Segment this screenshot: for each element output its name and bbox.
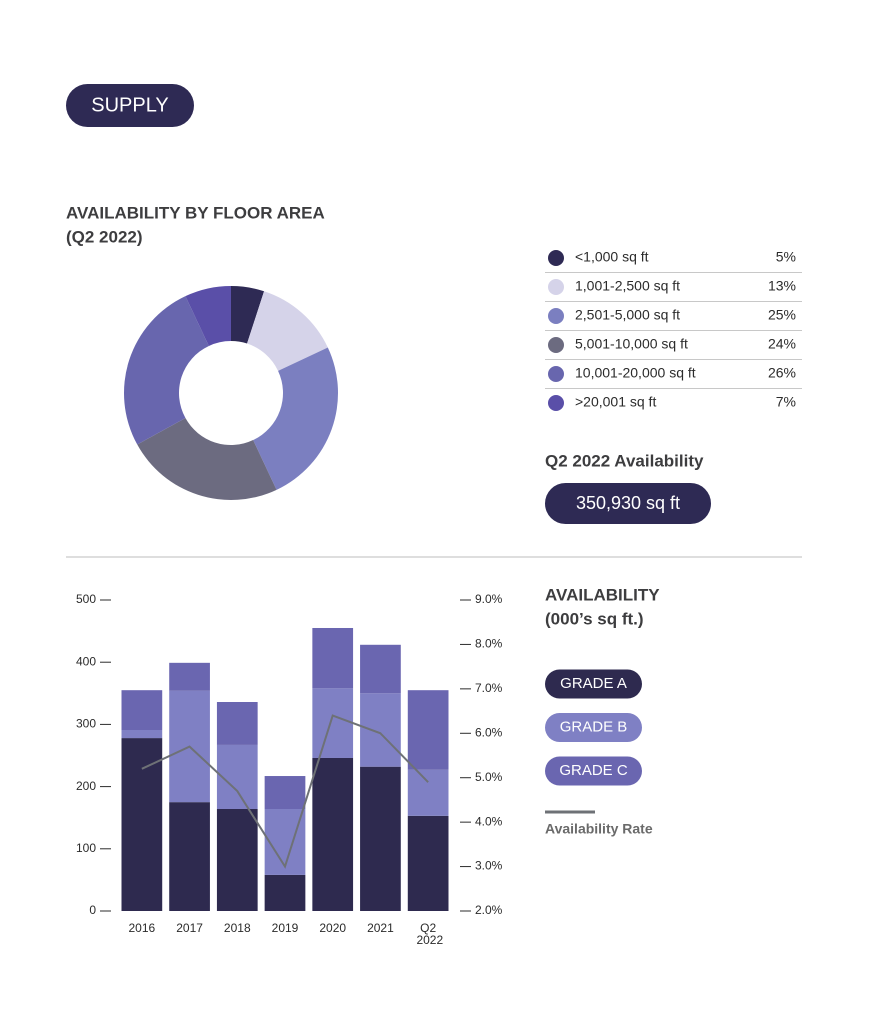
summary-pill [545, 483, 711, 524]
donut-slice [247, 291, 328, 371]
bar-segment [360, 766, 401, 911]
bar-subtitle: (000’s sq ft.) [545, 609, 644, 628]
x-tick-label: 2019 [272, 921, 299, 935]
legend-swatch [548, 366, 564, 382]
bar-segment [407, 690, 449, 770]
y2-tick-label: 4.0% [475, 814, 503, 828]
bar-segment [312, 757, 354, 911]
rate-line [141, 714, 429, 869]
y-tick-label: 300 [76, 717, 96, 731]
bar-segment [407, 769, 449, 816]
bar-segment [360, 644, 401, 694]
bar-segment [121, 729, 163, 739]
legend-value: 25% [768, 307, 796, 323]
bar-segment [216, 808, 258, 911]
bar-segment [312, 688, 354, 758]
bar-segment [407, 815, 449, 911]
bar-segment [216, 702, 258, 745]
legend-label: GRADE B [560, 718, 628, 735]
legend-label: 10,001-20,000 sq ft [575, 365, 696, 381]
y2-tick-label: 2.0% [475, 903, 503, 917]
y-tick-label: 200 [76, 779, 96, 793]
donut-slice [124, 296, 209, 445]
donut-slice [185, 286, 231, 346]
y2-tick-label: 7.0% [475, 681, 503, 695]
y2-tick-label: 5.0% [475, 770, 503, 784]
summary-value: 350,930 sq ft [576, 493, 680, 513]
legend-pill [545, 713, 642, 742]
legend-label: Availability Rate [545, 821, 653, 837]
bar-segment [264, 874, 306, 911]
x-tick-label: 2017 [176, 921, 203, 935]
legend-value: 7% [776, 394, 796, 410]
bar-segment [360, 693, 401, 767]
y2-tick-label: 8.0% [475, 637, 503, 651]
x-tick-label: 2020 [319, 921, 346, 935]
legend-swatch [548, 250, 564, 266]
bar-segment [169, 802, 210, 911]
legend-pill [545, 756, 642, 786]
y-tick-label: 500 [76, 592, 96, 606]
badge: SUPPLY [91, 94, 168, 116]
donut-slice [137, 418, 277, 500]
legend-swatch [548, 279, 564, 295]
legend-swatch [548, 395, 564, 411]
legend-value: 5% [776, 249, 796, 265]
donut-subtitle: (Q2 2022) [66, 227, 143, 246]
y-tick-label: 400 [76, 654, 96, 668]
bar-segment [264, 776, 306, 809]
y-tick-label: 100 [76, 841, 96, 855]
legend-label: 1,001-2,500 sq ft [575, 278, 680, 294]
donut-slice [253, 347, 338, 490]
legend-value: 24% [768, 336, 796, 352]
bar-segment [121, 738, 163, 911]
y-tick-label: 0 [89, 903, 96, 917]
x-tick-label: Q2 2022 [413, 921, 443, 947]
bar-segment [216, 744, 258, 809]
donut-slice [231, 286, 265, 344]
donut-title: AVAILABILITY BY FLOOR AREA [66, 203, 325, 222]
y2-tick-label: 6.0% [475, 725, 503, 739]
summary-label: Q2 2022 Availability [545, 451, 704, 470]
bar-segment [312, 627, 354, 689]
legend-label: 2,501-5,000 sq ft [575, 307, 680, 323]
legend-swatch [548, 308, 564, 324]
legend-label: GRADE C [559, 762, 628, 779]
legend-value: 13% [768, 278, 796, 294]
x-tick-label: 2018 [224, 921, 251, 935]
legend-pill [545, 669, 642, 699]
legend-label: >20,001 sq ft [575, 394, 656, 410]
y2-tick-label: 3.0% [475, 859, 503, 873]
legend-label: 5,001-10,000 sq ft [575, 336, 688, 352]
legend-label: <1,000 sq ft [575, 249, 649, 265]
badge-bg [66, 84, 194, 127]
legend-swatch [548, 337, 564, 353]
bar-title: AVAILABILITY [545, 585, 660, 604]
y2-tick-label: 9.0% [475, 592, 503, 606]
legend-label: GRADE A [560, 675, 627, 692]
x-tick-label: 2016 [129, 921, 156, 935]
bar-segment [169, 662, 210, 691]
x-tick-label: 2021 [367, 921, 394, 935]
legend-value: 26% [768, 365, 796, 381]
bar-segment [121, 690, 163, 730]
